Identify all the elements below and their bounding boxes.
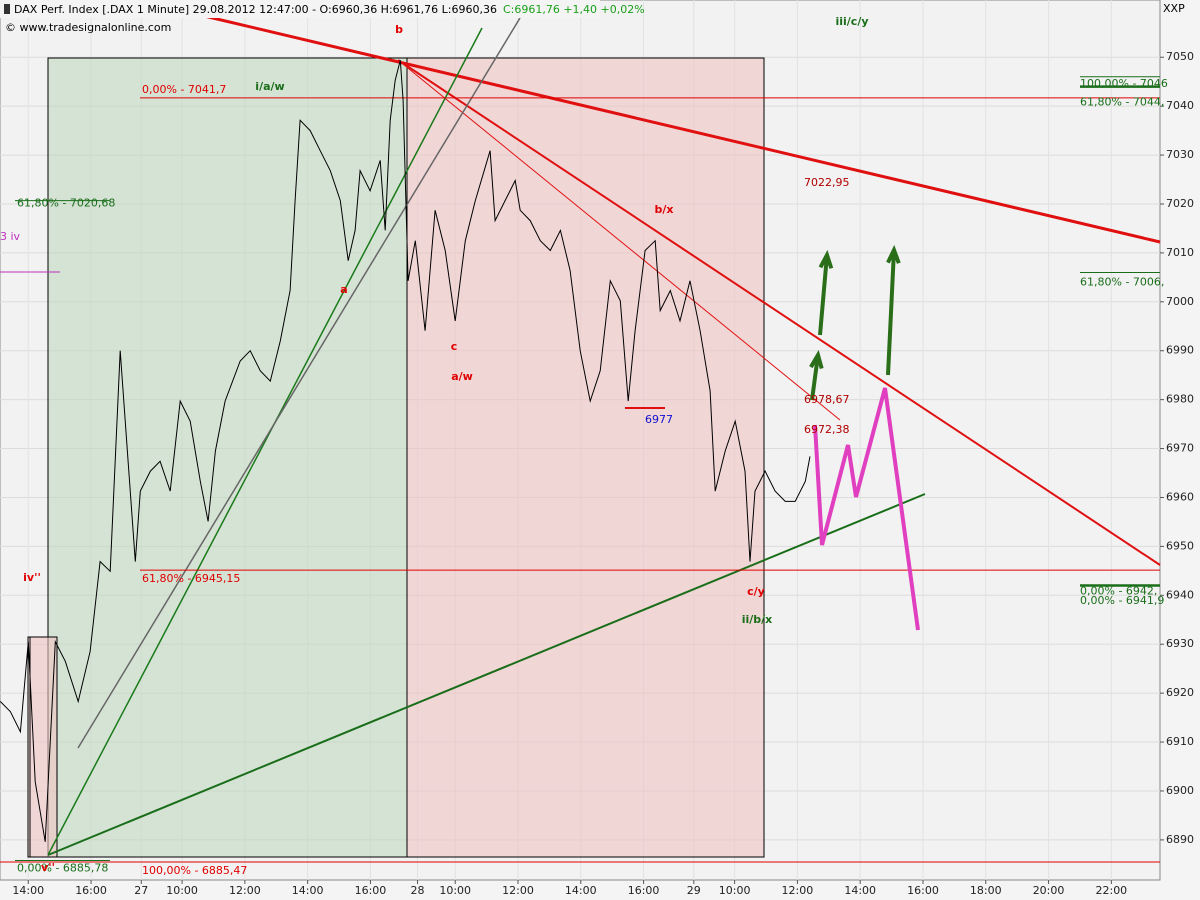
projection-arrow xyxy=(810,354,820,401)
x-tick-label: 12:00 xyxy=(229,884,261,897)
y-tick-label: 6950 xyxy=(1166,539,1194,552)
x-tick-label: 10:00 xyxy=(166,884,198,897)
trend-line xyxy=(77,17,521,749)
x-tick-label: 16:00 xyxy=(355,884,387,897)
wave-box-small xyxy=(27,636,58,858)
x-tick-label: 20:00 xyxy=(1033,884,1065,897)
fib-level-label: 0,00% - 6942, xyxy=(1080,585,1157,598)
x-tick-label: 12:00 xyxy=(782,884,814,897)
chart-subtitle: C:6961,76 +1,40 +0,02% xyxy=(503,3,645,16)
fib-level-label: 100,00% - 7046 xyxy=(1080,77,1168,90)
trend-line xyxy=(199,13,1161,244)
annotation: b xyxy=(395,23,403,36)
y-tick-label: 6930 xyxy=(1166,637,1194,650)
fib-level-label: 100,00% - 6885,47 xyxy=(142,864,247,877)
x-tick-label: 10:00 xyxy=(439,884,471,897)
projection-arrow xyxy=(818,254,829,336)
x-tick-label: 16:00 xyxy=(628,884,660,897)
x-tick-label: 14:00 xyxy=(844,884,876,897)
annotation: 7022,95 xyxy=(804,176,850,189)
fib-level-label: 61,80% - 7006, xyxy=(1080,275,1164,288)
y-tick-label: 6900 xyxy=(1166,784,1194,797)
annotation: 3 iv xyxy=(0,230,21,243)
fib-level-label: 61,80% - 6945,15 xyxy=(142,572,240,585)
trend-line xyxy=(47,493,926,856)
wave-box-green xyxy=(47,57,408,858)
fib-level-label: 0,00% - 7041,7 xyxy=(142,83,226,96)
annotation: 6978,67 xyxy=(804,393,850,406)
annotation: iv'' xyxy=(23,571,41,584)
price-line xyxy=(0,60,811,842)
x-tick-label: 29 xyxy=(687,884,701,897)
header-icon xyxy=(4,4,10,14)
annotation: b/x xyxy=(655,203,674,216)
y-tick-label: 7030 xyxy=(1166,148,1194,161)
fib-level-label: 61,80% - 7020,68 xyxy=(17,197,115,210)
trend-line xyxy=(29,637,57,858)
fib-level-label: 0,00% - 6885,78 xyxy=(17,862,108,875)
y-tick-label: 6890 xyxy=(1166,833,1194,846)
fib-level-label: 61,80% - 7044, xyxy=(1080,96,1164,109)
wave-box-red xyxy=(406,57,765,858)
x-tick-label: 28 xyxy=(411,884,425,897)
annotation: c xyxy=(451,340,458,353)
projection-arrow xyxy=(809,349,824,370)
y-tick-label: 7000 xyxy=(1166,295,1194,308)
y-tick-label: 6960 xyxy=(1166,490,1194,503)
y-tick-label: 7020 xyxy=(1166,197,1194,210)
x-tick-label: 27 xyxy=(134,884,148,897)
projection-arrow xyxy=(818,249,834,269)
x-tick-label: 16:00 xyxy=(907,884,939,897)
annotation: 6977 xyxy=(645,413,673,426)
projection xyxy=(813,387,920,631)
y-tick-label: 6910 xyxy=(1166,735,1194,748)
x-tick-label: 14:00 xyxy=(292,884,324,897)
x-tick-label: 18:00 xyxy=(970,884,1002,897)
x-tick-label: 22:00 xyxy=(1095,884,1127,897)
annotation: c/y xyxy=(747,585,765,598)
corner-label: XXP xyxy=(1163,2,1185,15)
source: © www.tradesignalonline.com xyxy=(5,21,171,34)
y-tick-label: 7010 xyxy=(1166,246,1194,259)
x-tick-label: 14:00 xyxy=(565,884,597,897)
y-tick-label: 6990 xyxy=(1166,344,1194,357)
y-tick-label: 6970 xyxy=(1166,442,1194,455)
annotation: ii/b/x xyxy=(742,613,773,626)
projection-arrow xyxy=(886,249,896,376)
annotation: v'' xyxy=(41,861,55,874)
projection-arrow xyxy=(886,244,901,264)
x-tick-label: 12:00 xyxy=(502,884,534,897)
y-tick-label: 6940 xyxy=(1166,588,1194,601)
trend-line xyxy=(47,27,483,856)
chart-title: DAX Perf. Index [.DAX 1 Minute] 29.08.20… xyxy=(14,3,497,16)
x-tick-label: 14:00 xyxy=(12,884,44,897)
annotation: a/w xyxy=(451,370,473,383)
y-tick-label: 7040 xyxy=(1166,99,1194,112)
annotation: i/a/w xyxy=(255,80,284,93)
fib-level-label: 0,00% - 6941,9 xyxy=(1080,594,1164,607)
trend-line xyxy=(397,59,841,421)
header-bar xyxy=(0,0,600,18)
y-tick-label: 6920 xyxy=(1166,686,1194,699)
annotation: a xyxy=(340,283,347,296)
y-tick-label: 6980 xyxy=(1166,393,1194,406)
annotation: iii/c/y xyxy=(835,15,868,28)
x-tick-label: 10:00 xyxy=(719,884,751,897)
annotation: 6972,38 xyxy=(804,423,850,436)
x-tick-label: 16:00 xyxy=(75,884,107,897)
trend-line xyxy=(397,59,1161,566)
y-tick-label: 7050 xyxy=(1166,50,1194,63)
drawing-tools xyxy=(27,57,765,858)
